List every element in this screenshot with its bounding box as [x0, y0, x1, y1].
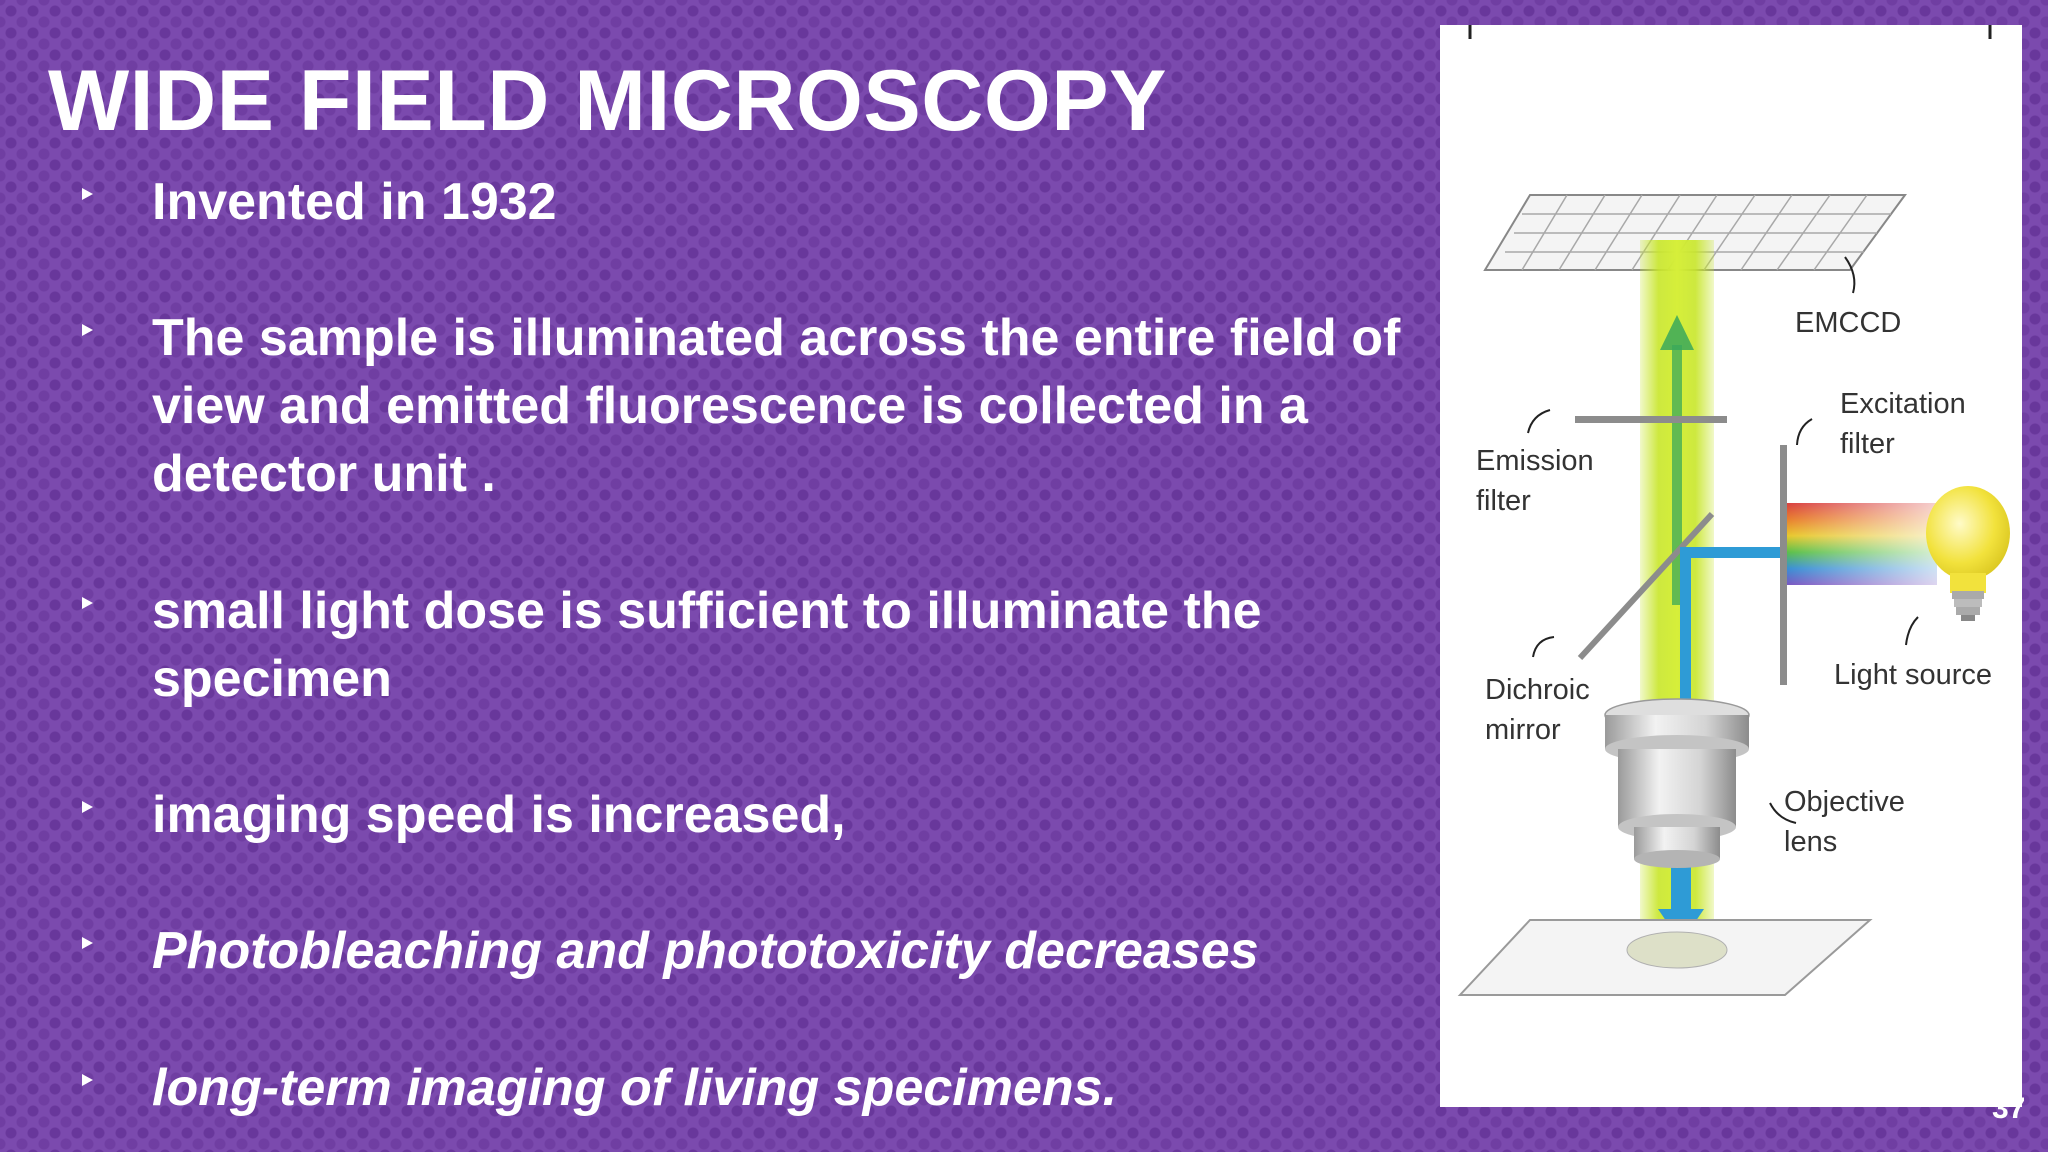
dichroic-mirror	[1577, 511, 1715, 661]
label-objective-lens: lens	[1784, 826, 1837, 858]
bullet-marker-icon	[82, 188, 93, 200]
label-dichroic-mirror: mirror	[1485, 714, 1561, 746]
emccd-detector	[1483, 194, 1907, 271]
rainbow-light	[1787, 503, 1937, 585]
label-objective-lens: Objective	[1784, 786, 1905, 818]
light-bulb-icon	[1926, 486, 2010, 621]
label-pointers	[1527, 256, 1919, 824]
emission-arrow	[1660, 315, 1694, 605]
bullet-text: Invented in 1932	[152, 173, 557, 231]
bullet-text: The sample is illuminated across the ent…	[152, 309, 1401, 503]
bullet-text: small light dose is sufficient to illumi…	[152, 582, 1262, 708]
page-number: 37	[1992, 1092, 2026, 1125]
sample-stage	[1457, 919, 1873, 996]
bullet-marker-icon	[82, 801, 93, 813]
slide-title: WIDE FIELD MICROSCOPY	[48, 53, 1167, 149]
label-excitation-filter: filter	[1840, 428, 1895, 460]
bullet-text: long-term imaging of living specimens.	[152, 1059, 1118, 1117]
label-light-source: Light source	[1834, 659, 1992, 691]
excitation-filter	[1780, 445, 1787, 685]
microscope-diagram: EMCCD Excitation filter Emission filter …	[1440, 25, 2022, 1107]
label-emission-filter: Emission	[1476, 445, 1594, 477]
label-emccd: EMCCD	[1795, 307, 1901, 339]
bullet-list: Invented in 1932 The sample is illuminat…	[82, 173, 1400, 1117]
objective-lens-shape	[1604, 698, 1750, 868]
label-excitation-filter: Excitation	[1840, 388, 1966, 420]
bullet-marker-icon	[82, 324, 93, 336]
bullet-text: Photobleaching and phototoxicity decreas…	[152, 922, 1259, 980]
emission-filter	[1575, 416, 1727, 423]
bullet-marker-icon	[82, 1074, 93, 1086]
bullet-marker-icon	[82, 937, 93, 949]
microscope-diagram-svg: EMCCD Excitation filter Emission filter …	[1457, 25, 2010, 996]
label-emission-filter: filter	[1476, 485, 1531, 517]
bullet-text: imaging speed is increased,	[152, 786, 846, 844]
label-dichroic-mirror: Dichroic	[1485, 674, 1590, 706]
bullet-marker-icon	[82, 597, 93, 609]
